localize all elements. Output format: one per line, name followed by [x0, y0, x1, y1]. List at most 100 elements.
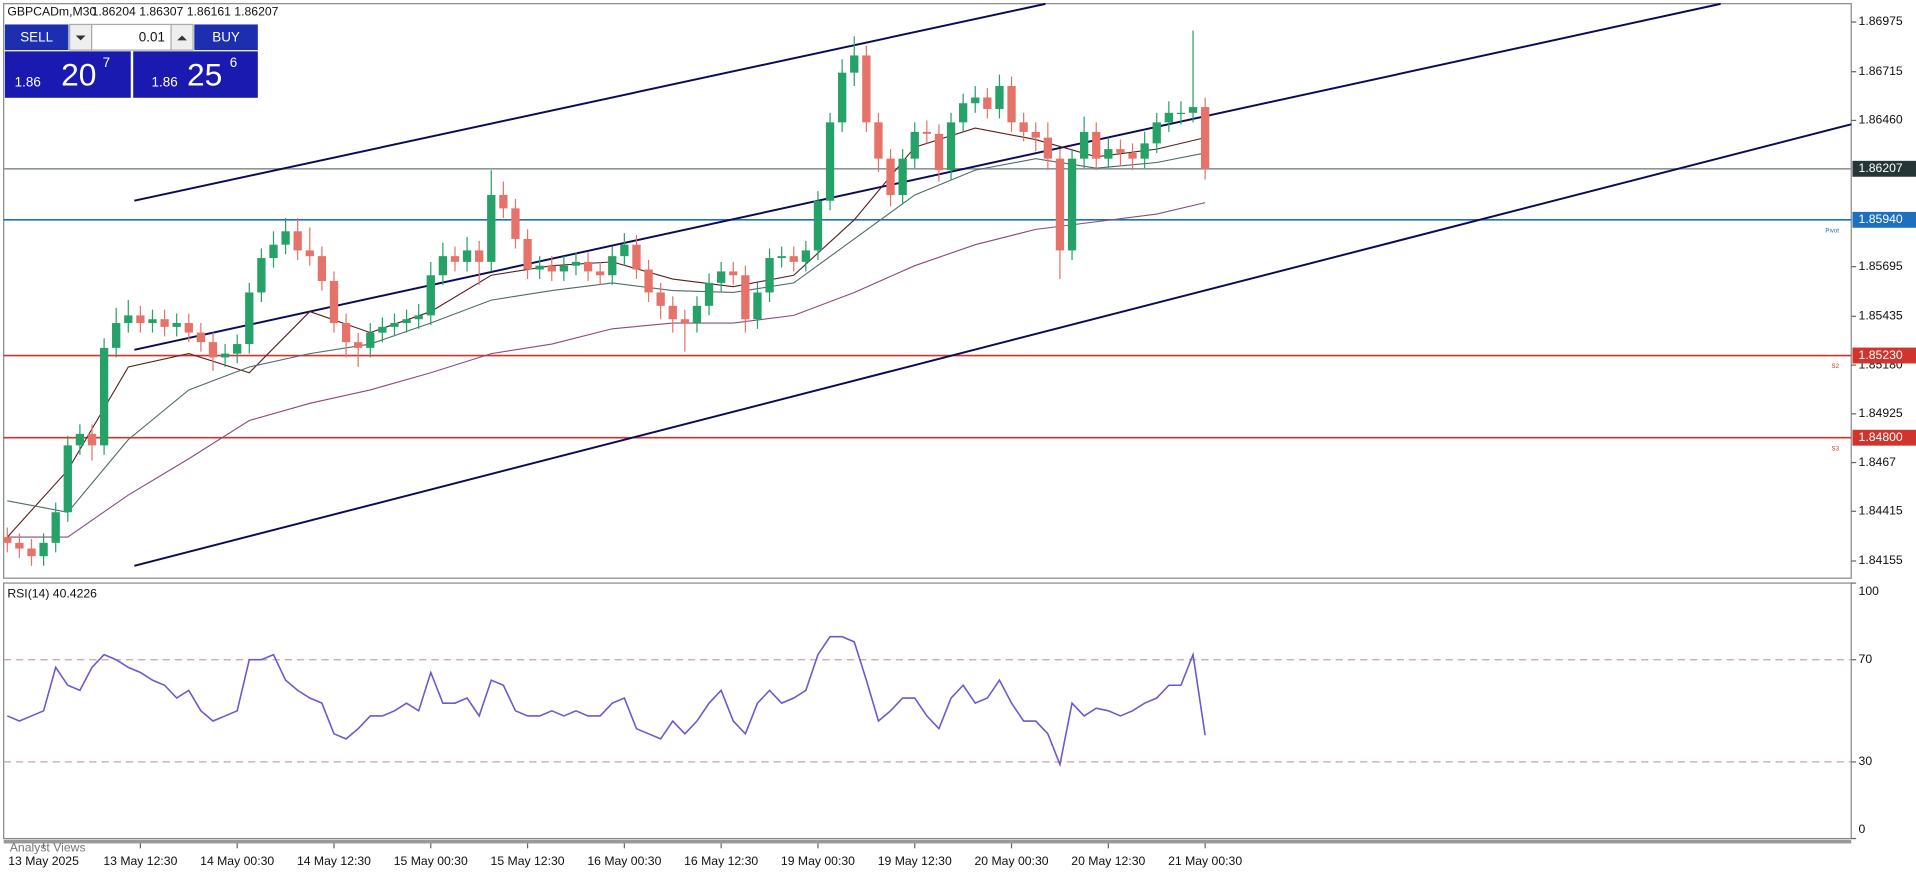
candle-body [3, 537, 12, 543]
candle-body [692, 305, 702, 324]
candle-body [1152, 122, 1161, 144]
rsi-line [6, 635, 1206, 768]
sell-price-mid: 20 [61, 56, 96, 92]
footer-tab[interactable]: Analyst Views [10, 841, 86, 855]
candle-body [1140, 143, 1149, 159]
rsi-panel [3, 582, 1852, 840]
candle-body [777, 256, 786, 259]
candle-body [63, 445, 72, 513]
candle-body [910, 131, 919, 159]
x-tick-label: 13 May 2025 [8, 854, 79, 868]
candle-body [741, 275, 750, 320]
candle-body [971, 97, 980, 104]
candle-body [1043, 137, 1052, 159]
x-tick-label: 16 May 12:30 [684, 854, 758, 868]
candle-body [547, 265, 556, 272]
x-tick-label: 19 May 12:30 [878, 854, 952, 868]
level-label: 1.85230 [1859, 348, 1903, 362]
candle-body [559, 265, 569, 272]
candle-body [898, 158, 907, 195]
price-panel [3, 3, 1852, 579]
candle-body [1092, 131, 1101, 159]
trendline [134, 2, 1721, 351]
candle-body [233, 344, 242, 354]
x-tick-label: 21 May 00:30 [1168, 854, 1242, 868]
trendline [134, 123, 1852, 567]
x-tick-label: 20 May 00:30 [975, 854, 1049, 868]
buy-price-mid: 25 [187, 56, 222, 92]
x-tick-label: 14 May 12:30 [297, 854, 371, 868]
candle-body [1007, 86, 1016, 123]
candle-body [571, 261, 581, 266]
candle-body [1067, 158, 1077, 251]
candle-body [1188, 107, 1198, 113]
candle-body [874, 122, 883, 159]
candle-body [269, 244, 278, 259]
candle-body [293, 231, 302, 251]
candle-body [608, 256, 617, 276]
candle-body [511, 208, 520, 239]
x-tick-label: 15 May 00:30 [394, 854, 468, 868]
candle-body [341, 323, 351, 343]
y-tick-label: 100 [1859, 584, 1880, 598]
level-label: 1.86207 [1859, 161, 1903, 175]
y-tick-label: 1.85435 [1859, 309, 1903, 323]
level-tag: S2 [1832, 363, 1840, 370]
level-label-box [1852, 160, 1916, 177]
candle-body [450, 256, 460, 262]
buy-button[interactable] [194, 24, 258, 51]
candle-body [99, 347, 109, 446]
y-tick-label: 1.8467 [1859, 455, 1897, 469]
y-tick-label: 70 [1859, 652, 1873, 666]
arrow-up [177, 35, 187, 41]
buy-price-sup: 6 [230, 55, 237, 70]
level-label-box [1852, 347, 1916, 364]
candle-body [305, 250, 314, 257]
lot-input[interactable] [91, 23, 172, 51]
candle-body [87, 433, 97, 446]
candle-body [668, 305, 677, 320]
candle-body [535, 265, 544, 270]
candle-body [753, 292, 762, 320]
candle-body [656, 292, 665, 306]
candle-body [317, 256, 327, 281]
sell-price-box[interactable] [4, 51, 131, 98]
buy-price-big: 1.86 [152, 75, 178, 90]
candle-body [717, 271, 726, 283]
candle-body [160, 319, 169, 327]
level-label: 1.84800 [1859, 430, 1903, 444]
candle-body [208, 342, 218, 358]
buy-price-box[interactable] [133, 51, 258, 98]
x-tick-label: 15 May 12:30 [491, 854, 565, 868]
candle-body [729, 271, 738, 276]
candle-body [813, 200, 823, 251]
level-tag: S3 [1832, 445, 1840, 452]
candle-body [958, 103, 968, 123]
panel-separator [3, 839, 1852, 844]
candle-body [922, 131, 932, 134]
candle-body [837, 72, 847, 123]
candle-body [644, 269, 653, 293]
candle-body [196, 332, 206, 343]
candle-body [523, 238, 532, 270]
candle-body [39, 542, 48, 557]
y-tick-label: 1.85695 [1859, 259, 1903, 273]
lot-value: 0.01 [139, 29, 165, 44]
sell-button[interactable] [4, 24, 69, 51]
candle-body [850, 55, 859, 73]
candle-body [886, 158, 895, 195]
candle-body [390, 323, 399, 327]
candle-body [946, 122, 956, 171]
candle-body [378, 326, 387, 333]
y-tick-label: 1.86975 [1859, 14, 1903, 28]
candle-body [438, 256, 448, 276]
candle-body [172, 323, 181, 327]
y-tick-label: 1.84155 [1859, 553, 1903, 567]
candle-body [475, 250, 484, 262]
candle-body [184, 323, 193, 333]
candle-body [620, 244, 629, 257]
candle-body [15, 542, 24, 549]
candle-body [245, 292, 254, 345]
y-tick-label: 1.84415 [1859, 504, 1903, 518]
